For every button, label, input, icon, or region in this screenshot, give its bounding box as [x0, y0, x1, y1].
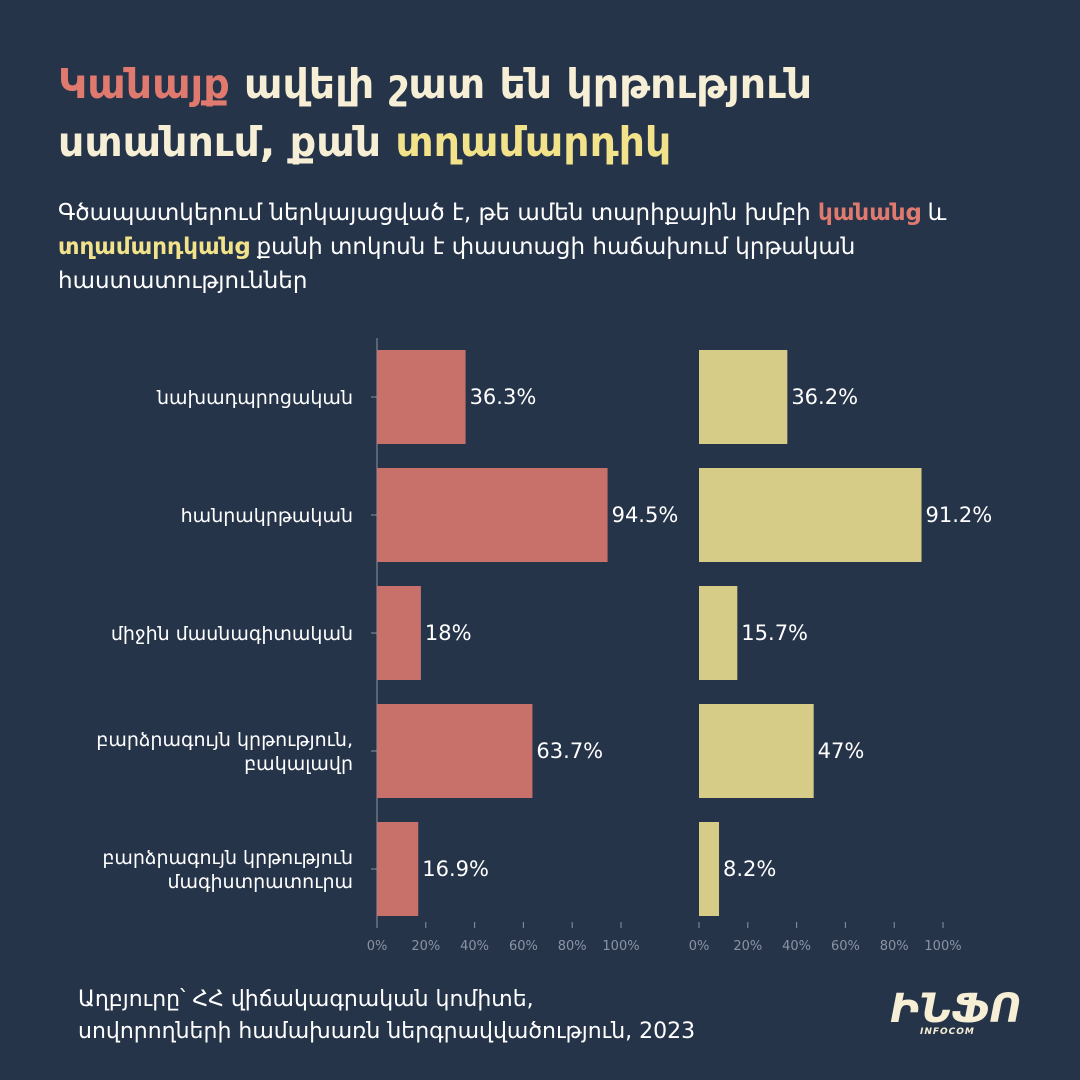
data-label: 91.2%	[926, 503, 993, 527]
data-label: 47%	[818, 739, 865, 763]
title-middle: ավելի շատ են կրթություն ստանում, քան	[58, 60, 813, 166]
category-label: միջին մասնագիտական	[111, 623, 353, 645]
subtitle-text-3: քանի տոկոսն է փաստացի հաճախում կրթական հ…	[58, 234, 856, 294]
bar-men	[699, 704, 814, 798]
category-label: բարձրագույն կրթություն, բակալավր	[96, 729, 353, 775]
bar-women	[377, 468, 608, 562]
category-label: հանրակրթական	[181, 505, 353, 527]
infocom-logo: ԻՆՖՈ INFOCOM	[890, 986, 1022, 1037]
bar-women	[377, 822, 419, 916]
data-label: 36.3%	[470, 385, 537, 409]
bar-women	[377, 350, 466, 444]
x-tick-label: 20%	[411, 939, 440, 954]
bar-women	[377, 704, 533, 798]
data-label: 63.7%	[536, 739, 603, 763]
chart-subtitle: Գծապատկերում ներկայացված է, թե ամեն տարի…	[58, 196, 1018, 298]
svg-text:INFOCOM: INFOCOM	[920, 1027, 975, 1037]
source-line-2: սովորողների համախառն ներգրավվածություն, …	[78, 1019, 696, 1044]
bar-men	[699, 586, 738, 680]
bar-chart: նախադպրոցական հանրակրթական միջին մասնագիտա…	[96, 338, 993, 954]
bar-men	[699, 468, 922, 562]
subtitle-text-2: և	[920, 200, 947, 226]
data-label: 36.2%	[791, 385, 858, 409]
data-label: 18%	[425, 621, 472, 645]
x-tick-label: 60%	[509, 939, 538, 954]
bar-women	[377, 586, 421, 680]
title-women-word: Կանայք	[58, 60, 230, 108]
title-men-word: տղամարդիկ	[395, 118, 672, 166]
x-tick-label: 100%	[602, 939, 639, 954]
subtitle-women-word: կանանց	[818, 200, 921, 226]
x-tick-label: 80%	[558, 939, 587, 954]
category-label: նախադպրոցական	[156, 387, 353, 409]
x-tick-label: 40%	[782, 939, 811, 954]
source-line-1: Աղբյուրը՝ ՀՀ վիճակագրական կոմիտե,	[78, 987, 534, 1012]
subtitle-men-word: տղամարդկանց	[58, 234, 250, 260]
data-label: 94.5%	[612, 503, 679, 527]
bar-men	[699, 350, 788, 444]
data-label: 16.9%	[422, 857, 489, 881]
x-tick-label: 0%	[689, 939, 710, 954]
data-label: 8.2%	[723, 857, 776, 881]
x-tick-label: 60%	[831, 939, 860, 954]
x-tick-label: 20%	[733, 939, 762, 954]
subtitle-text-1: Գծապատկերում ներկայացված է, թե ամեն տարի…	[58, 200, 819, 226]
bar-men	[699, 822, 720, 916]
svg-text:ԻՆՖՈ: ԻՆՖՈ	[890, 986, 1022, 1032]
x-tick-label: 40%	[460, 939, 489, 954]
x-tick-label: 0%	[367, 939, 388, 954]
category-label: բարձրագույն կրթություն մագիստրատուրա	[102, 847, 353, 893]
x-tick-label: 80%	[880, 939, 909, 954]
x-tick-label: 100%	[924, 939, 961, 954]
chart-title: Կանայք ավելի շատ են կրթություն ստանում, …	[58, 55, 1018, 171]
source-note: Աղբյուրը՝ ՀՀ վիճակագրական կոմիտե, սովորող…	[78, 984, 695, 1048]
data-label: 15.7%	[741, 621, 808, 645]
